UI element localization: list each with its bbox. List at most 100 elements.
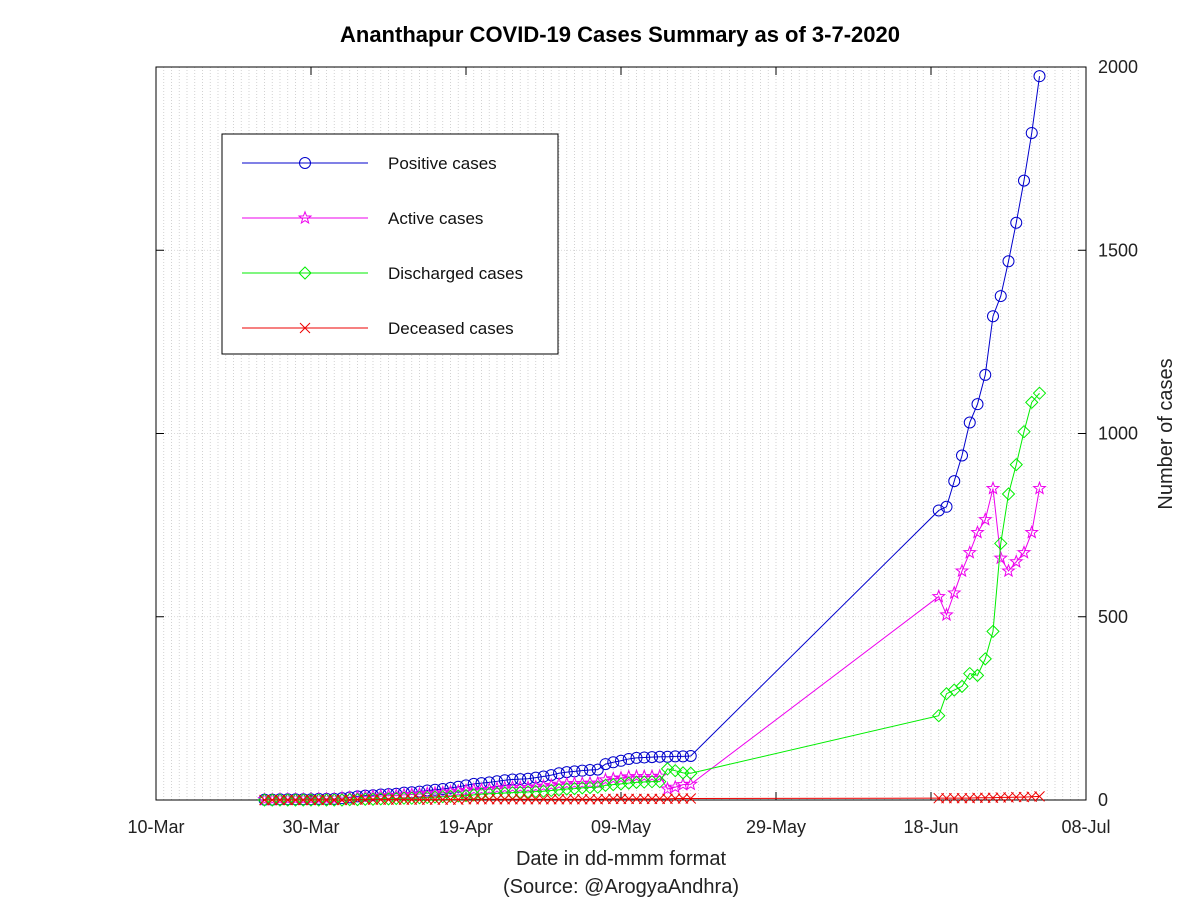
data-point-deceased-cases [452, 794, 464, 805]
data-point-deceased-cases [995, 792, 1007, 803]
data-point-discharged-cases [1009, 457, 1023, 472]
data-point-active-cases [977, 512, 993, 526]
data-point-deceased-cases [631, 793, 642, 805]
data-point-deceased-cases [414, 794, 425, 805]
data-point-deceased-cases [569, 793, 580, 805]
series-deceased-cases [259, 790, 1045, 806]
data-point-positive-cases [436, 783, 449, 796]
axis-layer: 10-Mar 30-Mar 19-Apr 09-May 29-May 18-Jun 08-J… [127, 57, 1138, 837]
data-point-deceased-cases [979, 792, 991, 804]
data-point-active-cases [954, 563, 970, 578]
data-point-deceased-cases [468, 793, 480, 805]
x-tick-label: 30-Mar [282, 817, 339, 837]
data-point-deceased-cases [1010, 791, 1022, 803]
data-point-positive-cases [615, 754, 627, 767]
data-point-deceased-cases [592, 793, 604, 805]
data-point-positive-cases [669, 750, 682, 763]
data-point-positive-cases [622, 752, 635, 765]
data-point-discharged-cases [591, 780, 605, 794]
data-point-deceased-cases [1018, 791, 1030, 803]
legend-item-discharged-cases: Discharged cases [242, 264, 523, 283]
data-point-deceased-cases [352, 794, 363, 805]
data-point-deceased-cases [483, 793, 495, 805]
y-tick-label: 1000 [1098, 424, 1138, 444]
data-point-positive-cases [498, 774, 511, 787]
x-tick-label: 19-Apr [439, 817, 493, 837]
data-point-deceased-cases [290, 794, 301, 806]
data-point-deceased-cases [615, 793, 627, 805]
legend-item-deceased-cases: Deceased cases [242, 319, 514, 338]
data-point-active-cases [481, 781, 497, 796]
data-point-active-cases [443, 784, 458, 799]
data-point-deceased-cases [429, 794, 441, 805]
data-point-active-cases [536, 778, 551, 793]
data-point-deceased-cases [305, 794, 317, 806]
data-point-positive-cases [994, 290, 1007, 303]
y-tick-label: 1500 [1098, 240, 1138, 260]
legend-label: Active cases [388, 209, 483, 228]
data-point-deceased-cases [336, 794, 348, 806]
y-tick-label: 0 [1098, 790, 1108, 810]
legend-label: Discharged cases [388, 264, 523, 283]
data-point-active-cases [543, 777, 559, 792]
legend-swatch-marker [297, 210, 313, 225]
data-point-deceased-cases [421, 794, 433, 805]
data-point-active-cases [435, 785, 451, 799]
data-point-positive-cases [932, 504, 945, 517]
data-point-deceased-cases [1026, 791, 1038, 803]
data-point-deceased-cases [669, 793, 681, 804]
data-point-discharged-cases [544, 783, 558, 798]
data-point-positive-cases [1010, 216, 1023, 229]
data-point-discharged-cases [963, 666, 977, 681]
data-point-deceased-cases [297, 794, 309, 806]
data-point-discharged-cases [986, 624, 1000, 639]
data-point-positive-cases [684, 750, 697, 763]
data-point-discharged-cases [614, 777, 628, 791]
data-point-deceased-cases [561, 793, 573, 805]
data-point-deceased-cases [685, 793, 697, 804]
data-point-deceased-cases [941, 792, 952, 804]
data-point-deceased-cases [654, 793, 666, 805]
data-point-deceased-cases [460, 793, 472, 805]
data-point-discharged-cases [955, 679, 969, 694]
data-point-active-cases [1024, 524, 1040, 539]
data-point-positive-cases [584, 763, 596, 776]
data-point-positive-cases [971, 398, 984, 411]
series-line-deceased-cases [264, 795, 1040, 801]
data-point-deceased-cases [359, 794, 371, 805]
data-point-positive-cases [646, 751, 658, 764]
data-point-active-cases [962, 544, 978, 559]
x-tick-label: 29-May [746, 817, 806, 837]
x-tick-label: 08-Jul [1061, 817, 1110, 837]
data-point-positive-cases [599, 758, 612, 771]
data-point-discharged-cases [1032, 386, 1047, 400]
data-point-positive-cases [506, 773, 519, 786]
data-point-deceased-cases [321, 794, 332, 806]
data-point-discharged-cases [684, 766, 698, 780]
data-point-discharged-cases [1025, 395, 1039, 410]
data-point-deceased-cases [638, 793, 650, 805]
data-point-deceased-cases [933, 792, 945, 804]
data-point-discharged-cases [567, 781, 582, 796]
data-point-deceased-cases [507, 793, 518, 805]
y-tick-label: 2000 [1098, 57, 1138, 77]
data-point-positive-cases [545, 769, 558, 782]
data-point-deceased-cases [677, 793, 689, 804]
data-point-deceased-cases [259, 794, 270, 806]
data-point-deceased-cases [538, 793, 549, 805]
data-point-active-cases [1032, 480, 1047, 495]
data-point-deceased-cases [499, 793, 511, 805]
data-point-discharged-cases [660, 762, 675, 776]
data-point-deceased-cases [375, 794, 387, 805]
data-point-positive-cases [1002, 255, 1015, 268]
data-point-discharged-cases [932, 708, 946, 723]
x-axis-source-label: (Source: @ArogyaAndhra) [503, 876, 739, 898]
data-point-deceased-cases [545, 793, 557, 805]
data-point-discharged-cases [536, 784, 551, 798]
data-point-deceased-cases [445, 794, 456, 805]
legend-swatch-marker [298, 266, 312, 280]
data-point-discharged-cases [467, 788, 481, 802]
data-point-positive-cases [452, 780, 465, 793]
data-point-discharged-cases [978, 652, 992, 666]
